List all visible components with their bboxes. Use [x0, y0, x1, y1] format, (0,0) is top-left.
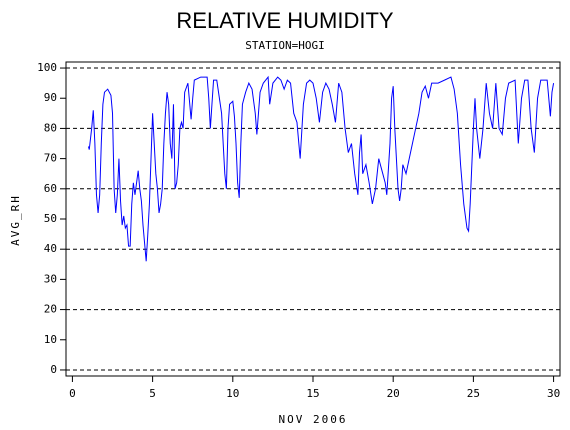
y-tick-label: 80 — [44, 121, 57, 134]
y-tick-label: 50 — [44, 212, 57, 225]
x-tick-label: 25 — [467, 387, 480, 400]
y-tick-label: 0 — [50, 363, 57, 376]
x-tick-label: 10 — [226, 387, 239, 400]
y-tick-label: 90 — [44, 91, 57, 104]
y-tick-label: 70 — [44, 152, 57, 165]
chart-subtitle: STATION=HOGI — [245, 39, 324, 52]
y-tick-label: 100 — [37, 61, 57, 74]
y-tick-label: 10 — [44, 333, 57, 346]
x-tick-label: 20 — [387, 387, 400, 400]
x-tick-label: 30 — [547, 387, 560, 400]
x-tick-label: 5 — [149, 387, 156, 400]
x-tick-label: 15 — [306, 387, 319, 400]
x-tick-label: 0 — [69, 387, 76, 400]
y-axis-label: AVG_RH — [9, 194, 22, 246]
plot-frame — [65, 61, 561, 377]
y-tick-label: 30 — [44, 272, 57, 285]
chart-title: RELATIVE HUMIDITY — [176, 8, 394, 33]
x-axis-label: NOV 2006 — [279, 413, 348, 426]
data-line — [87, 75, 555, 262]
y-tick-label: 60 — [44, 182, 57, 195]
y-tick-label: 40 — [44, 242, 57, 255]
y-tick-label: 20 — [44, 303, 57, 316]
